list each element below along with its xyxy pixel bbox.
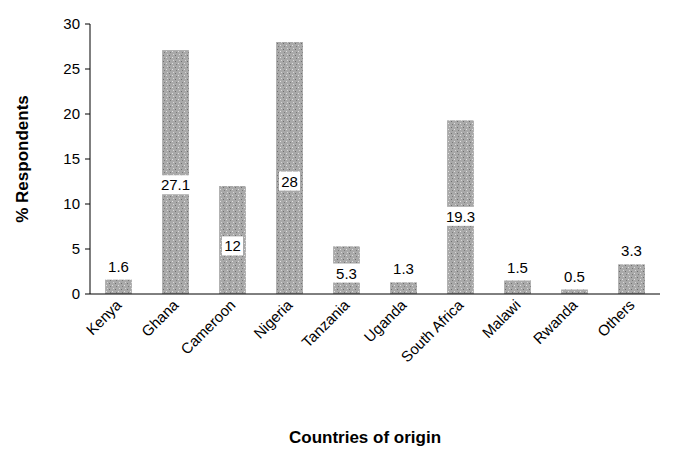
bar (105, 280, 132, 294)
bar (162, 50, 189, 294)
y-axis-title: % Respondents (13, 95, 32, 223)
x-tick-label: Uganda (360, 296, 410, 346)
data-label: 3.3 (621, 242, 642, 259)
data-label: 28 (281, 173, 298, 190)
data-label: 0.5 (564, 268, 585, 285)
data-label: 1.5 (507, 259, 528, 276)
y-tick (85, 114, 90, 115)
bar (219, 186, 246, 294)
bars (105, 42, 645, 294)
y-tick-label: 15 (63, 150, 80, 167)
bar (390, 282, 417, 294)
label-bg (222, 236, 243, 255)
y-tick-label: 10 (63, 195, 80, 212)
chart: 0 5 10 15 20 25 30 1.6 27.1 12 28 5.3 1.3 19.3 1.5 0.5 3… (0, 0, 673, 457)
bar (333, 246, 360, 294)
x-tick-label: Others (594, 296, 638, 340)
x-tick-label: Rwanda (530, 296, 581, 347)
x-tick-label: South Africa (397, 296, 467, 366)
y-tick-label: 20 (63, 105, 80, 122)
bar (276, 42, 303, 294)
bar (618, 264, 645, 294)
label-bg (332, 264, 362, 283)
label-bg (442, 207, 480, 226)
y-tick (85, 159, 90, 160)
y-tick-label: 30 (63, 15, 80, 32)
bar (504, 281, 531, 295)
data-label: 1.3 (393, 260, 414, 277)
data-label: 27.1 (161, 176, 190, 193)
x-tick-label: Nigeria (250, 296, 296, 342)
x-tick-label: Kenya (83, 296, 126, 339)
y-tick (85, 24, 90, 25)
y-tick-label: 0 (72, 285, 80, 302)
x-tick-label: Malawi (479, 296, 524, 341)
bar (561, 290, 588, 295)
y-tick (85, 294, 90, 295)
label-bg (279, 172, 300, 191)
y-tick (85, 249, 90, 250)
y-tick-label: 5 (72, 240, 80, 257)
y-tick (85, 204, 90, 205)
data-label: 19.3 (446, 208, 475, 225)
x-axis-title: Countries of origin (289, 428, 441, 447)
x-tick-label: Tanzania (298, 296, 353, 351)
data-label: 5.3 (336, 265, 357, 282)
x-axis (90, 294, 660, 295)
x-tick-label: Cameroon (177, 296, 239, 358)
data-label: 1.6 (108, 258, 129, 275)
label-bg (157, 175, 195, 194)
y-tick (85, 69, 90, 70)
y-tick-label: 25 (63, 60, 80, 77)
data-label: 12 (224, 237, 241, 254)
x-tick-label: Ghana (138, 296, 182, 340)
